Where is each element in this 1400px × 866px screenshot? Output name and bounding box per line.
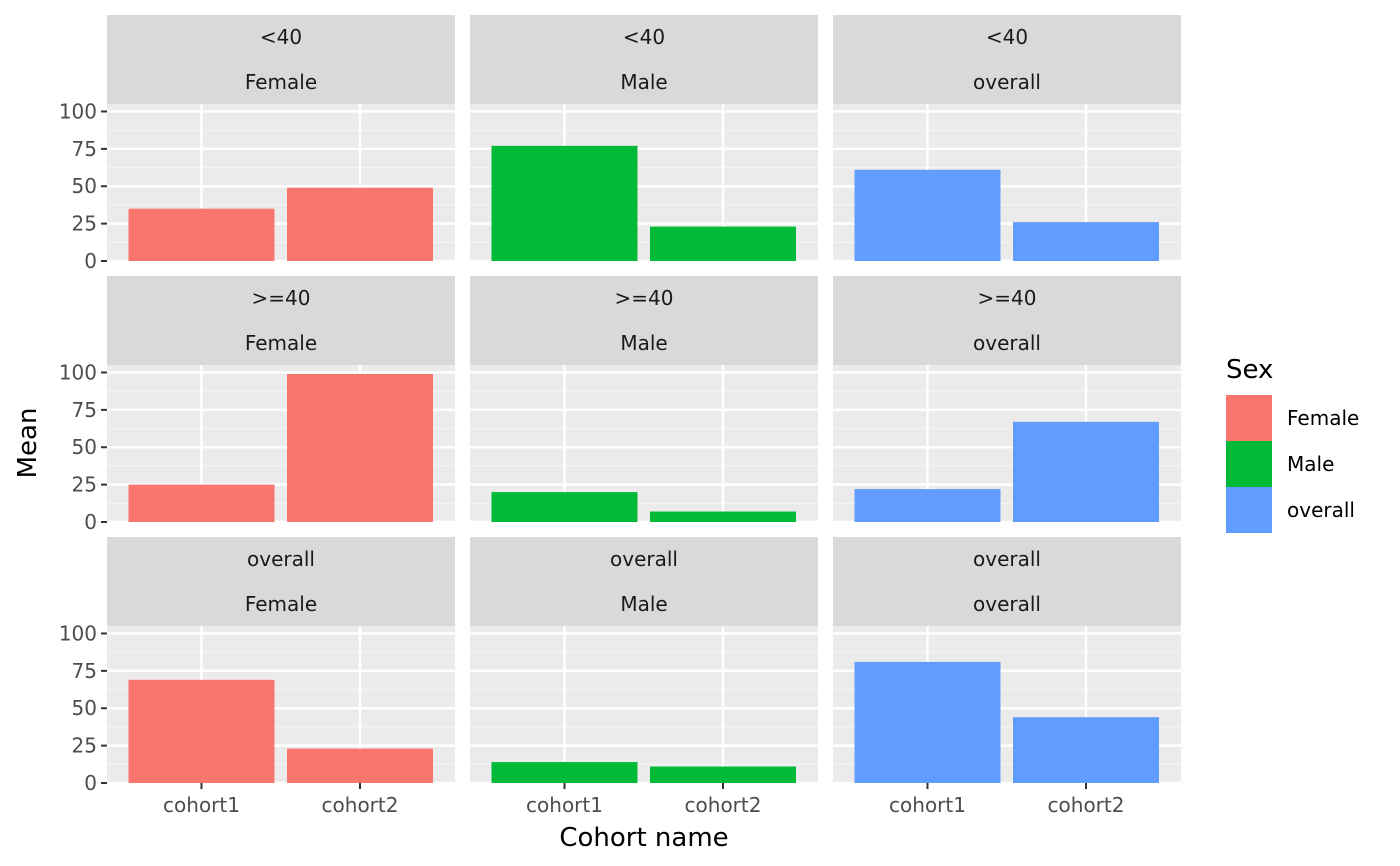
facet-row-label: overall: [610, 547, 678, 571]
facet-panel-0-2: <40 overall: [833, 15, 1181, 263]
facet-panel-2-0: overall Female: [107, 537, 455, 785]
y-tick-label: 50: [72, 696, 97, 720]
facet-col-label: overall: [973, 331, 1041, 355]
x-tick-label: cohort1: [889, 793, 966, 817]
legend-key-male: [1226, 441, 1272, 487]
legend-label: Male: [1287, 452, 1334, 476]
facet-strip: [470, 15, 818, 104]
facet-panel-1-0: >=40 Female: [107, 276, 455, 524]
y-tick-label: 0: [84, 249, 97, 273]
y-tick-label: 0: [84, 771, 97, 795]
y-tick-label: 25: [72, 473, 97, 497]
facet-col-label: Male: [620, 70, 667, 94]
bar-cohort1: [854, 661, 1001, 783]
facet-strip: [470, 537, 818, 626]
y-tick-label: 25: [72, 734, 97, 758]
facet-col-label: Female: [245, 592, 317, 616]
facet-col-label: overall: [973, 70, 1041, 94]
facet-panel-2-1: overall Male: [470, 537, 818, 785]
x-tick-label: cohort2: [322, 793, 399, 817]
facet-strip: [833, 537, 1181, 626]
x-tick-label: cohort1: [526, 793, 603, 817]
bar-cohort1: [491, 762, 638, 783]
bar-cohort1: [491, 145, 638, 261]
facet-col-label: Female: [245, 331, 317, 355]
y-axis: 0 25 50 75 100 0 25 50 75 100 0 25 50 75 100: [59, 99, 107, 795]
bar-cohort1: [128, 484, 275, 522]
y-tick-label: 50: [72, 435, 97, 459]
x-tick-label: cohort2: [685, 793, 762, 817]
facet-strip: [107, 276, 455, 365]
x-tick-label: cohort1: [163, 793, 240, 817]
facet-strip: [107, 537, 455, 626]
facet-panel-2-2: overall overall: [833, 537, 1181, 785]
y-tick-label: 0: [84, 510, 97, 534]
facet-row-label: >=40: [252, 286, 311, 310]
legend-key-overall: [1226, 487, 1272, 533]
facet-panel-1-2: >=40 overall: [833, 276, 1181, 524]
y-tick-label: 75: [72, 659, 97, 683]
y-tick-label: 75: [72, 398, 97, 422]
facet-col-label: overall: [973, 592, 1041, 616]
bar-cohort2: [650, 226, 796, 261]
facet-row-label: <40: [260, 25, 302, 49]
facet-row-label: overall: [973, 547, 1041, 571]
facet-row-label: <40: [986, 25, 1028, 49]
bar-cohort2: [287, 373, 433, 522]
bar-cohort2: [1013, 421, 1159, 522]
facet-panel-0-0: <40 Female: [107, 15, 455, 263]
y-tick-label: 100: [59, 99, 97, 123]
bar-cohort2: [1013, 717, 1159, 783]
facet-col-label: Male: [620, 331, 667, 355]
legend-label: Female: [1287, 406, 1359, 430]
facet-row-label: >=40: [615, 286, 674, 310]
bar-cohort2: [650, 766, 796, 783]
legend-key-female: [1226, 395, 1272, 441]
legend-label: overall: [1287, 498, 1355, 522]
bar-cohort2: [287, 187, 433, 261]
bar-cohort1: [491, 492, 638, 522]
facet-panel-0-1: <40 Male: [470, 15, 818, 263]
y-tick-label: 50: [72, 174, 97, 198]
x-axis-title: Cohort name: [559, 823, 728, 853]
facet-col-label: Male: [620, 592, 667, 616]
bar-cohort1: [854, 489, 1001, 522]
facet-strip: [470, 276, 818, 365]
y-tick-label: 100: [59, 360, 97, 384]
bar-cohort2: [1013, 222, 1159, 261]
y-tick-label: 25: [72, 212, 97, 236]
facet-strip: [833, 276, 1181, 365]
x-axis: cohort1 cohort2 cohort1 cohort2 cohort1 cohor…: [163, 783, 1124, 817]
y-tick-label: 100: [59, 621, 97, 645]
facet-panel-1-1: >=40 Male: [470, 276, 818, 524]
facet-strip: [833, 15, 1181, 104]
bar-cohort2: [650, 511, 796, 522]
bar-cohort1: [128, 208, 275, 261]
facet-row-label: >=40: [978, 286, 1037, 310]
bar-cohort2: [287, 748, 433, 783]
facet-col-label: Female: [245, 70, 317, 94]
facet-strip: [107, 15, 455, 104]
facet-panels: <40Female<40Male<40overall>=40Female>=40…: [107, 15, 1181, 785]
plot-panel-background: [470, 626, 818, 783]
x-tick-label: cohort2: [1048, 793, 1125, 817]
facet-row-label: <40: [623, 25, 665, 49]
y-tick-label: 75: [72, 137, 97, 161]
facet-row-label: overall: [247, 547, 315, 571]
legend-title: Sex: [1226, 355, 1273, 385]
bar-cohort1: [854, 169, 1001, 261]
y-axis-title: Mean: [13, 408, 43, 479]
legend: Sex Female Male overall: [1226, 355, 1359, 533]
bar-cohort1: [128, 679, 275, 783]
